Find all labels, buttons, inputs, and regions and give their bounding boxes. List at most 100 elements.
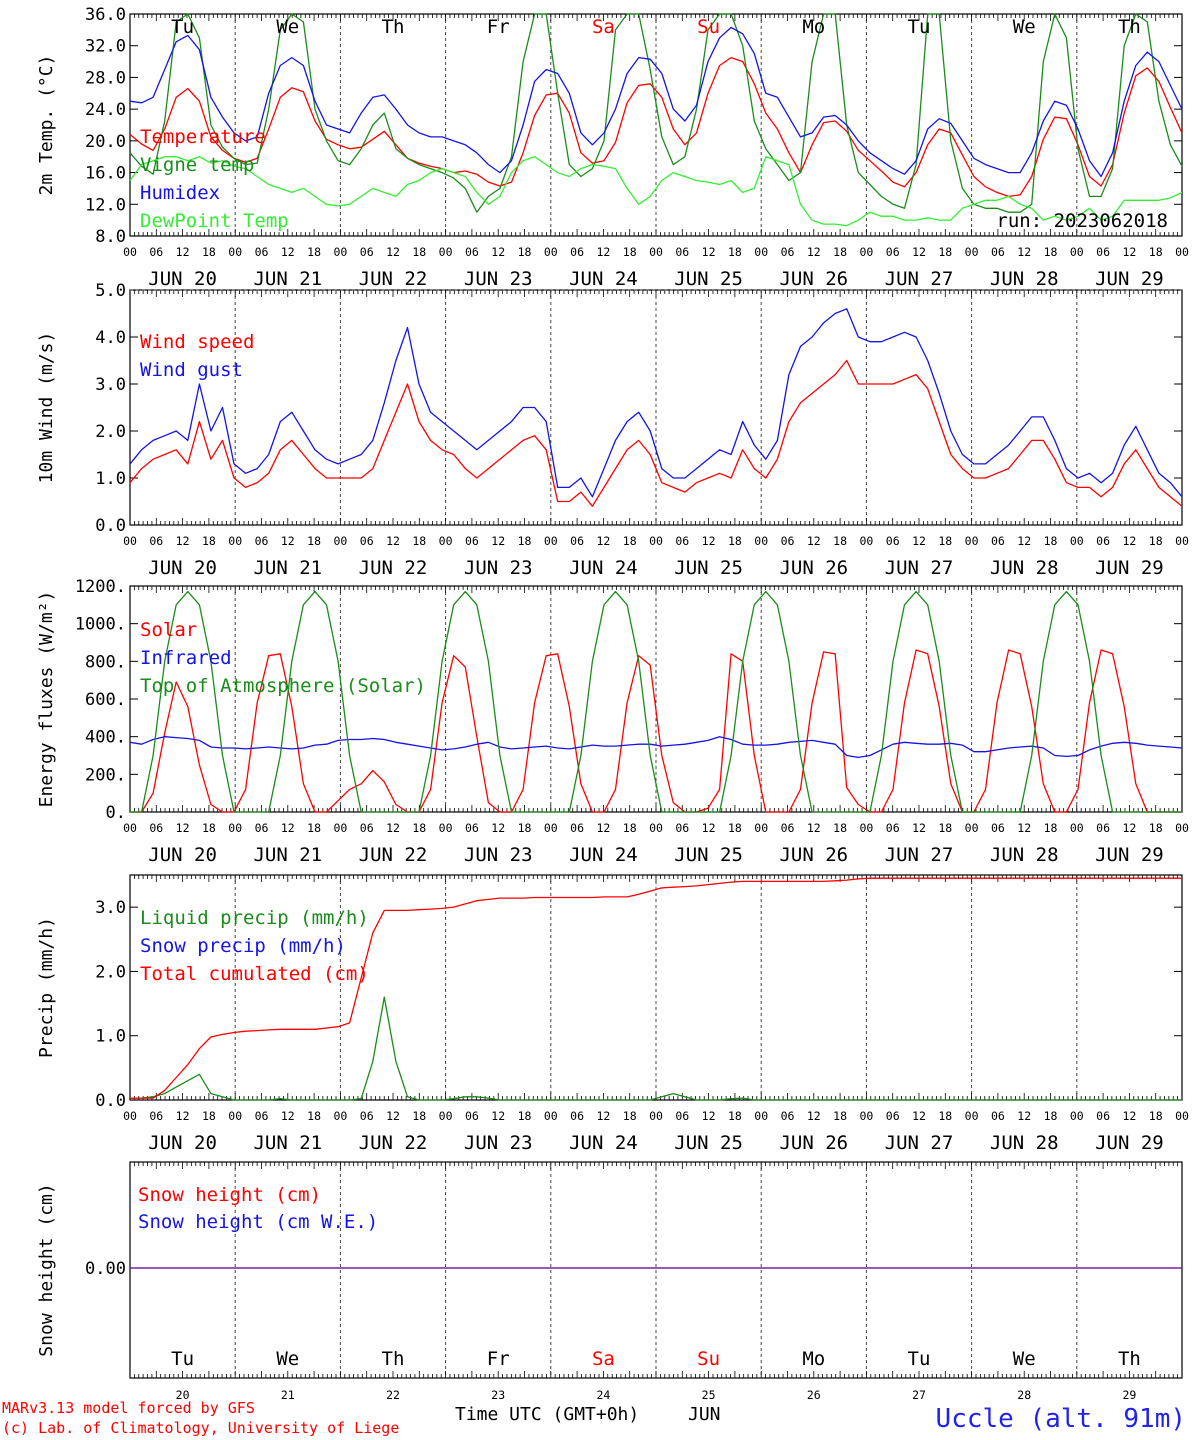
hour-label: 00 [859,245,873,259]
run-annotation: run: 2023062018 [996,210,1168,232]
hour-label: 06 [991,245,1005,259]
legend-precip-1: Snow precip (mm/h) [140,935,346,957]
panel-snow [129,1161,1183,1379]
y-tick-label: 24.0 [85,100,126,120]
day-name-top: Fr [487,16,510,38]
x-axis-title: Time UTC (GMT+0h) [455,1404,640,1425]
hour-label: 18 [518,245,532,259]
hour-label: 00 [439,1109,453,1123]
hour-label: 12 [281,1109,295,1123]
credits: MARv3.13 model forced by GFS (c) Lab. of… [2,1398,399,1438]
y-axis-title: Energy fluxes (W/m²) [36,591,57,808]
hour-label: 00 [228,821,242,835]
legend-temperature-0: Temperature [140,126,266,148]
y-tick-label: 28.0 [85,68,126,88]
hour-label: 12 [1017,1109,1031,1123]
hour-label: 06 [360,534,374,548]
date-label: JUN 25 [674,1132,743,1154]
hour-label: 12 [491,245,505,259]
hour-label: 06 [675,821,689,835]
y-axis-title: 10m Wind (m/s) [36,332,57,484]
hour-label: 18 [307,821,321,835]
hour-label: 12 [912,1109,926,1123]
hour-label: 00 [544,1109,558,1123]
hour-label: 00 [965,1109,979,1123]
hour-label: 00 [649,1109,663,1123]
hour-label: 18 [728,1109,742,1123]
hour-label: 12 [912,245,926,259]
date-label: JUN 26 [779,557,848,579]
hour-label: 00 [333,821,347,835]
hour-label: 18 [1149,534,1163,548]
y-tick-label: 2.0 [95,962,126,982]
hour-label: 00 [123,1109,137,1123]
y-tick-label: 32.0 [85,37,126,57]
hour-label: 18 [1149,245,1163,259]
series-temperature-1 [129,13,1183,213]
y-axis-title: Snow height (cm) [36,1183,57,1356]
day-name-bottom: Tu [171,1348,194,1370]
hour-label: 06 [886,245,900,259]
hour-label: 06 [991,534,1005,548]
y-tick-label: 16.0 [85,164,126,184]
hour-label: 18 [202,821,216,835]
panel-wind [129,289,1183,526]
y-tick-label: 2.0 [95,422,126,442]
hour-label: 12 [281,245,295,259]
hour-label: 12 [386,534,400,548]
panel-precip [129,874,1183,1101]
day-name-bottom: We [276,1348,299,1370]
date-label: JUN 27 [885,1132,954,1154]
day-name-bottom: Th [382,1348,405,1370]
y-tick-label: 20.0 [85,132,126,152]
y-tick-label: 600. [85,690,126,710]
y-tick-label: 5.0 [95,281,126,301]
hour-label: 06 [1096,821,1110,835]
date-label: JUN 29 [1095,268,1164,290]
series-energy-0 [130,649,1182,813]
panel-temperature [129,13,1183,237]
hour-label: 18 [412,1109,426,1123]
hour-label: 00 [859,1109,873,1123]
y-tick-label: 0.00 [85,1259,126,1279]
hour-label: 00 [123,534,137,548]
hour-label: 06 [991,821,1005,835]
hour-label: 06 [255,821,269,835]
hour-label: 18 [623,534,637,548]
hour-label: 18 [938,1109,952,1123]
series-energy-1 [129,736,1183,759]
day-date-bottom: 25 [702,1388,716,1402]
hour-label: 18 [518,821,532,835]
hour-label: 18 [518,534,532,548]
hour-label: 12 [702,821,716,835]
hour-label: 00 [649,821,663,835]
date-label: JUN 26 [779,1132,848,1154]
hour-label: 00 [859,821,873,835]
day-name-bottom: Su [697,1348,720,1370]
day-name-top: Sa [592,16,615,38]
hour-label: 12 [386,1109,400,1123]
hour-label: 18 [307,245,321,259]
hour-label: 12 [281,534,295,548]
month-label: JUN [688,1404,721,1425]
day-date-bottom: 29 [1122,1388,1136,1402]
hour-label: 00 [859,534,873,548]
y-tick-label: 1.0 [95,1027,126,1047]
day-name-top: We [1013,16,1036,38]
y-tick-label: 12.0 [85,195,126,215]
legend-temperature-1: Vigne temp [140,154,254,176]
hour-label: 18 [1149,821,1163,835]
date-label: JUN 28 [990,844,1059,866]
hour-label: 00 [754,1109,768,1123]
date-label: JUN 21 [253,268,322,290]
hour-label: 18 [518,1109,532,1123]
hour-label: 06 [886,534,900,548]
hour-label: 06 [991,1109,1005,1123]
hour-label: 00 [649,245,663,259]
date-label: JUN 28 [990,557,1059,579]
hour-label: 18 [1044,534,1058,548]
hour-label: 00 [333,1109,347,1123]
legend-precip-2: Total cumulated (cm) [140,963,369,985]
hour-label: 18 [202,1109,216,1123]
day-name-bottom: Th [1118,1348,1141,1370]
